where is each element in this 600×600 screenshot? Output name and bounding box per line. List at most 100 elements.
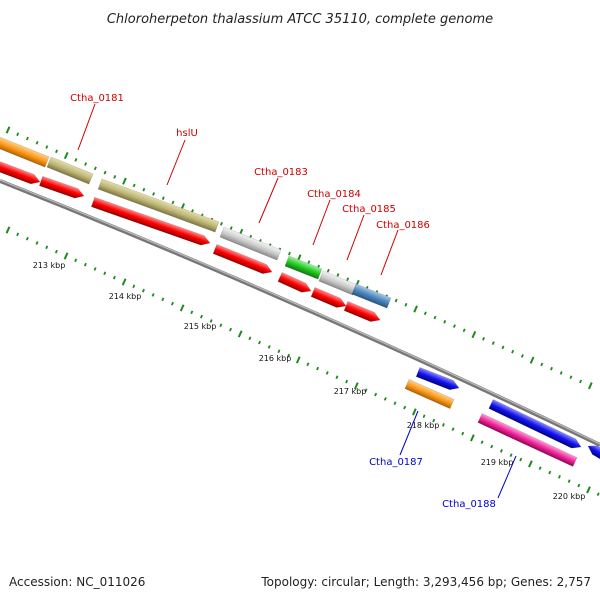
inner-tick [161,297,165,302]
feature-red-arrow-3[interactable] [90,196,211,247]
inner-tick [103,271,107,276]
feature-blue-arrow-2[interactable] [488,399,583,451]
outer-tick [540,362,544,367]
outer-tick [220,221,223,226]
outer-tick [443,319,447,324]
outer-tick [63,151,69,160]
outer-tick [423,311,427,316]
topology-text: Topology: circular; Length: 3,293,456 bp… [260,575,591,589]
inner-tick-row [5,226,600,497]
outer-tick [113,175,117,179]
feature-red-arrow-1[interactable] [0,159,42,186]
inner-tick [258,340,262,345]
inner-tick [470,434,475,442]
ruler-label-214: 214 kbp [109,292,142,301]
inner-tick [557,475,561,479]
feature-red-arrow-2[interactable] [38,175,85,200]
leader-line-ctha-0185 [346,214,365,261]
inner-tick [141,288,145,293]
inner-tick [237,330,243,338]
ruler-label-216: 216 kbp [259,354,292,363]
outer-tick [569,375,573,380]
outer-tick [25,136,29,141]
gene-label-ctha-0185[interactable]: Ctha_0185 [342,204,396,215]
inner-tick [412,408,417,416]
gene-features [0,135,600,467]
inner-tick [519,457,523,462]
genome-backbone-highlight [0,179,600,445]
inner-tick [567,479,571,484]
outer-tick [35,140,39,145]
outer-tick [122,177,127,185]
outer-tick [559,371,563,375]
outer-tick [346,277,350,282]
inner-tick [93,267,97,271]
gene-label-ctha-0187[interactable]: Ctha_0187 [369,457,423,468]
outer-tick [511,349,515,354]
inner-tick [306,362,310,367]
inner-tick [45,245,49,250]
gene-label-ctha-0186[interactable]: Ctha_0186 [376,220,430,231]
feature-red-arrow-7[interactable] [343,300,382,324]
feature-blue-arrow-1[interactable] [415,366,461,392]
gene-label-ctha-0183[interactable]: Ctha_0183 [254,167,308,178]
inner-tick [548,470,552,475]
inner-tick [325,371,329,375]
outer-tick [579,379,583,384]
inner-tick [345,379,349,384]
outer-tick [413,305,418,313]
inner-tick [287,353,291,358]
feature-ctha-0186[interactable] [351,283,392,309]
inner-tick [538,466,542,471]
outer-tick [336,273,340,277]
inner-tick [190,310,194,315]
feature-ctha-0181[interactable] [46,156,94,185]
inner-tick [200,314,203,319]
outer-tick [529,356,535,364]
outer-tick [404,302,408,307]
feature-ctha-0184[interactable] [284,255,323,280]
feature-ctha-0185[interactable] [318,270,358,296]
inner-tick [248,336,252,341]
leader-lines [77,103,517,499]
feature-red-arrow-6[interactable] [310,287,348,310]
ruler-label-217: 217 kbp [334,387,367,396]
outer-tick [74,158,78,162]
leader-line-ctha-0181 [77,103,96,151]
outer-tick [287,251,291,256]
feature-ctha-0183[interactable] [219,226,282,261]
inner-tick [403,405,407,410]
inner-tick [586,486,591,494]
gene-label-ctha-0188[interactable]: Ctha_0188 [442,499,496,510]
outer-tick [394,298,398,303]
outer-tick [171,200,175,205]
inner-tick [422,414,426,419]
feature-red-arrow-5[interactable] [277,272,313,295]
inner-tick [5,226,11,234]
inner-tick [63,252,69,260]
outer-tick [433,315,437,320]
inner-tick [490,444,494,449]
ruler-labels: 213 kbp 214 kbp 215 kbp 216 kbp 217 kbp … [33,261,586,501]
outer-tick [142,187,146,192]
feature-ctha-0188[interactable] [477,413,578,467]
outer-tick [132,183,136,188]
feature-hslu[interactable] [97,178,220,233]
gene-label-hslu[interactable]: hslU [176,128,198,139]
inner-tick [374,392,378,397]
outer-tick [45,145,49,149]
gene-label-ctha-0184[interactable]: Ctha_0184 [307,189,361,200]
feature-ctha-0187[interactable] [404,379,455,409]
gene-label-ctha-0181[interactable]: Ctha_0181 [70,93,124,104]
inner-tick [170,301,174,306]
inner-tick [596,492,600,497]
inner-tick [509,453,513,458]
inner-tick [316,366,320,371]
outer-tick [93,166,97,171]
leader-line-ctha-0183 [258,177,279,224]
leader-line-ctha-0184 [312,199,331,246]
feature-red-arrow-4[interactable] [212,243,274,276]
inner-tick [528,460,533,468]
feature-orange-left[interactable] [0,135,50,168]
outer-tick [229,226,233,230]
